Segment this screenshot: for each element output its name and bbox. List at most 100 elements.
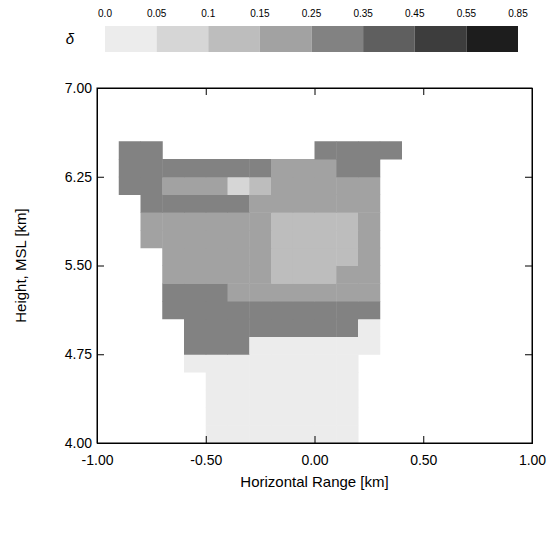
cell [271, 230, 293, 248]
cell [271, 408, 293, 426]
cell [358, 212, 380, 230]
cell [228, 230, 250, 248]
cell [271, 319, 293, 337]
cell [206, 177, 228, 195]
tick [423, 88, 424, 95]
cell [358, 230, 380, 248]
cell [336, 212, 358, 230]
cell [249, 212, 271, 230]
cell [271, 159, 293, 177]
colorbar-tick-label: 0.1 [201, 8, 215, 19]
cell [271, 390, 293, 408]
tick-label: 4.75 [65, 346, 92, 362]
cell [293, 390, 315, 408]
tick-mark [97, 88, 104, 89]
colorbar-tick-label: 0.45 [405, 8, 425, 19]
cell [315, 212, 337, 230]
cell [228, 177, 250, 195]
cell [358, 248, 380, 266]
tick [206, 88, 207, 95]
cell [293, 266, 315, 284]
cell [293, 230, 315, 248]
colorbar-tick-label: 0.55 [457, 8, 477, 19]
cell [249, 372, 271, 390]
cell [249, 408, 271, 426]
cell [184, 230, 206, 248]
cell [293, 177, 315, 195]
cell [249, 248, 271, 266]
y-axis: 4.004.755.506.257.00 [65, 80, 104, 451]
cell [293, 372, 315, 390]
cell [184, 177, 206, 195]
tick-label: 6.25 [65, 169, 92, 185]
cell [249, 230, 271, 248]
cell [228, 283, 250, 301]
tick-mark [315, 88, 316, 95]
cell [336, 266, 358, 284]
cell [228, 248, 250, 266]
cell [119, 141, 141, 159]
cell [184, 337, 206, 355]
cell [184, 212, 206, 230]
cell [206, 319, 228, 337]
colorbar-swatch [415, 26, 467, 52]
cell [206, 408, 228, 426]
tick-label: 4.00 [65, 435, 92, 451]
tick: 4.00 [65, 435, 104, 451]
tick-mark [97, 354, 104, 355]
cell [228, 372, 250, 390]
cell [336, 141, 358, 159]
colorbar-tick-label: 0.85 [508, 8, 528, 19]
cell [358, 266, 380, 284]
cell [206, 301, 228, 319]
cell [141, 230, 163, 248]
cell [315, 283, 337, 301]
tick-label: -1.00 [82, 452, 114, 468]
cell [293, 159, 315, 177]
cell [336, 283, 358, 301]
colorbar-title: δ [66, 30, 75, 47]
cell [315, 248, 337, 266]
tick: 4.75 [65, 346, 104, 362]
tick: 0.00 [301, 436, 328, 468]
cell [271, 177, 293, 195]
colorbar-swatch [466, 26, 518, 52]
cell [141, 212, 163, 230]
y-axis-title: Height, MSL [km] [12, 208, 29, 322]
colorbar-swatch [157, 26, 209, 52]
tick-mark [525, 177, 532, 178]
cell [271, 425, 293, 443]
tick-mark [525, 443, 532, 444]
tick-label: -0.50 [190, 452, 222, 468]
cell [293, 337, 315, 355]
cell [249, 195, 271, 213]
tick: 5.50 [65, 257, 104, 273]
cell [162, 212, 184, 230]
cell [358, 177, 380, 195]
cell [358, 301, 380, 319]
tick-mark [525, 266, 532, 267]
cell [293, 319, 315, 337]
cell [336, 319, 358, 337]
tick-mark [423, 88, 424, 95]
cell [184, 354, 206, 372]
cell [336, 372, 358, 390]
cell [228, 212, 250, 230]
cell [315, 319, 337, 337]
cell [271, 372, 293, 390]
cell [206, 248, 228, 266]
plot-area [119, 141, 402, 443]
cell [271, 337, 293, 355]
colorbar-swatch [312, 26, 364, 52]
cell [228, 266, 250, 284]
tick-mark [525, 88, 532, 89]
cell [206, 230, 228, 248]
cell [293, 301, 315, 319]
axis-line [525, 89, 533, 444]
cell [228, 408, 250, 426]
tick [315, 88, 316, 95]
cell [206, 195, 228, 213]
cell [336, 195, 358, 213]
cell [206, 159, 228, 177]
x-axis: -1.00-0.500.000.501.00 [82, 436, 547, 468]
